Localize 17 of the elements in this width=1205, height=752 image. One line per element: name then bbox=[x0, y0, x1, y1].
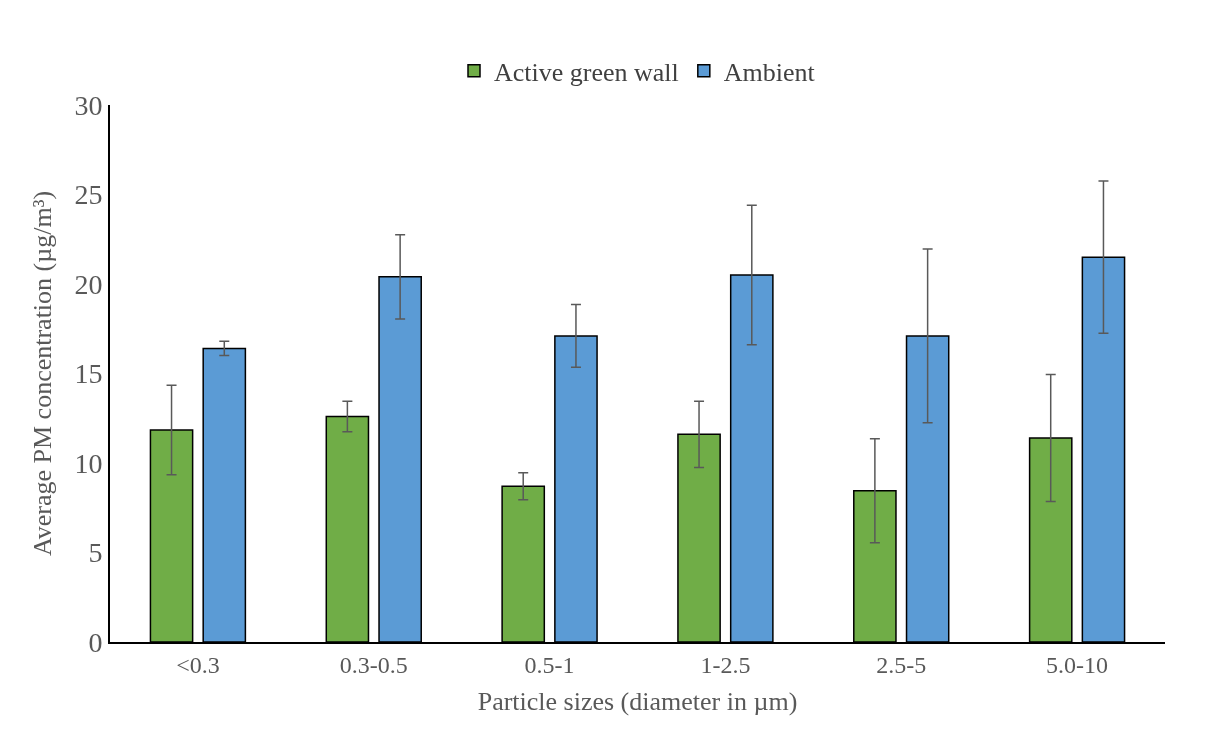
y-tick-label: 0 bbox=[88, 626, 103, 658]
y-tick-label: 10 bbox=[74, 447, 103, 479]
y-tick-label: 15 bbox=[74, 358, 103, 390]
legend-label: Ambient bbox=[723, 57, 816, 87]
y-tick-label: 5 bbox=[88, 537, 103, 569]
x-tick-label: 5.0-10 bbox=[1046, 651, 1109, 678]
y-tick-label: 30 bbox=[74, 89, 103, 121]
x-tick-label: <0.3 bbox=[176, 651, 220, 678]
x-axis-title: Particle sizes (diameter in µm) bbox=[477, 687, 798, 716]
x-tick-label: 2.5-5 bbox=[876, 651, 927, 678]
x-tick-label: 0.3-0.5 bbox=[339, 651, 408, 678]
y-tick-label: 20 bbox=[74, 268, 103, 300]
y-tick-label: 25 bbox=[74, 179, 103, 211]
legend-label: Active green wall bbox=[494, 57, 679, 87]
x-tick-label: 1-2.5 bbox=[700, 651, 751, 678]
y-axis-title: Average PM concentration (µg/m³) bbox=[28, 190, 58, 557]
x-tick-label: 0.5-1 bbox=[524, 651, 575, 678]
